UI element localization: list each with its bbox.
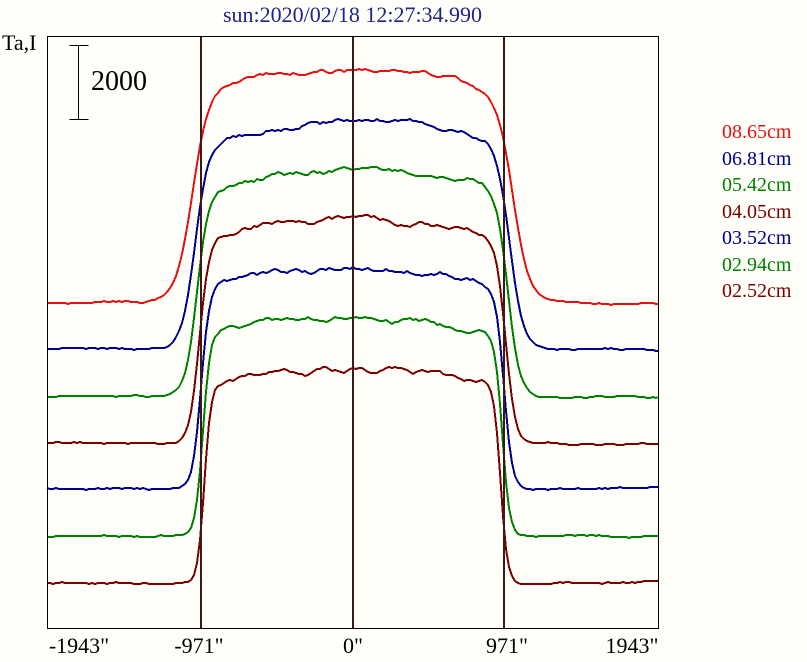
legend-item-wavelength: 02.52cm [722,280,792,302]
x-tick-label: -1943" [48,633,110,658]
legend-item-wavelength: 02.94cm [722,253,792,276]
page-title: sun:2020/02/18 12:27:34.990 [222,2,483,27]
scale-bar-value: 2000 [91,66,147,97]
legend-item-wavelength: 04.05cm [722,200,792,223]
wavelength-legend: 08.65cm 06.81cm 05.42cm 04.05cm 03.52cm … [722,119,791,305]
x-tick-label: 1943" [605,633,659,658]
legend-item-wavelength: 06.81cm [722,147,792,170]
legend-item-wavelength: 08.65cm [722,121,792,143]
x-tick-label: 971" [486,633,528,658]
plot-border [47,36,659,629]
legend-item-wavelength: 03.52cm [722,227,792,249]
intensity-scale-bar [69,45,89,120]
x-tick-label: -971" [174,633,224,658]
plot-frame-and-guides [47,36,659,629]
legend-item-wavelength: 05.42cm [722,174,792,196]
x-tick-label: 0" [343,633,363,658]
y-axis-label: Ta,I [2,30,37,55]
